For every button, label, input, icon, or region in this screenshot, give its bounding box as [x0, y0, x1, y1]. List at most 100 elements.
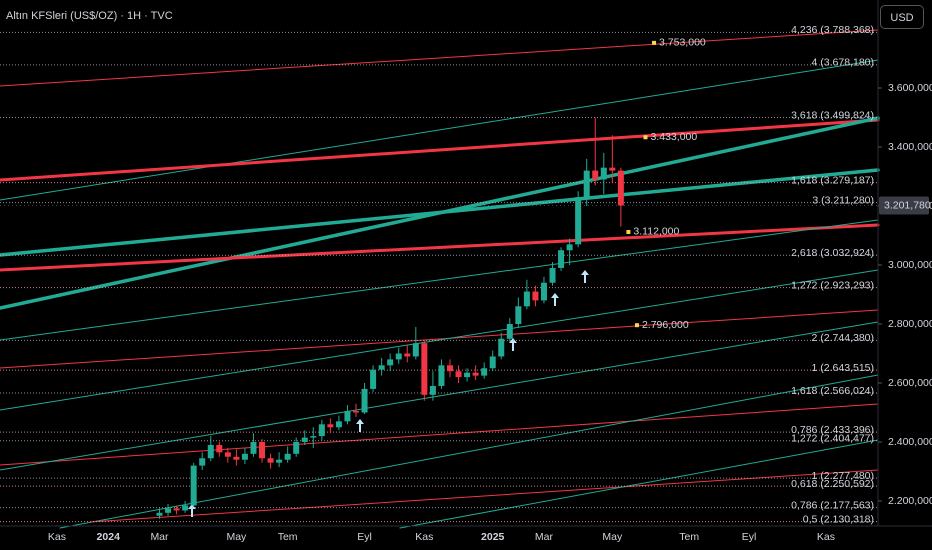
candle-body	[489, 356, 496, 369]
fib-level-label: 1,272 (2.923,293)	[791, 279, 874, 291]
candle-body	[609, 167, 616, 171]
candle-body	[344, 411, 351, 422]
price-mark	[643, 135, 648, 140]
candle-body	[335, 421, 342, 428]
last-price-label: 3.201,780	[884, 199, 931, 211]
candle-body	[259, 442, 266, 459]
candle-body	[515, 306, 522, 325]
price-mark-label: 3.112,000	[633, 226, 679, 238]
y-tick-label: 3.400,000	[888, 141, 932, 153]
candle-body	[224, 452, 231, 457]
candle-body	[446, 365, 453, 372]
fib-level-label: 0,5 (2.130,318)	[803, 513, 874, 525]
trend-line	[0, 309, 879, 369]
trend-line	[0, 321, 879, 471]
y-tick-label: 3.600,000	[888, 82, 932, 94]
y-tick-label: 2.600,000	[888, 377, 932, 389]
fib-level-label: 4,236 (3.788,368)	[791, 24, 874, 36]
fib-level-label: 3 (3.211,280)	[812, 194, 874, 206]
x-tick-label: Kas	[415, 531, 433, 543]
candle-body	[421, 343, 428, 395]
candle-body	[173, 508, 180, 511]
candle-body	[318, 424, 325, 437]
fib-level-label: 1,618 (2.566,024)	[791, 385, 874, 397]
x-tick-label: Kas	[817, 531, 835, 543]
fib-level-label: 1,618 (3.279,187)	[791, 174, 874, 186]
candle-body	[455, 371, 462, 378]
candle-body	[301, 437, 308, 443]
trend-line	[0, 403, 879, 466]
price-mark	[634, 323, 639, 328]
x-tick-label: 2024	[97, 531, 121, 543]
x-tick-label: Eyl	[357, 531, 372, 543]
candle-body	[498, 338, 505, 357]
trend-line	[0, 223, 880, 272]
trend-line	[0, 219, 879, 341]
candle-body	[481, 368, 488, 376]
candle-body	[207, 444, 214, 459]
fib-level-label: 1 (2.277,480)	[812, 470, 874, 482]
fib-level-label: 1,272 (2.404,477)	[791, 432, 874, 444]
x-tick-label: Mar	[535, 531, 554, 543]
y-tick-label: 2.400,000	[888, 436, 932, 448]
candle-body	[583, 170, 590, 198]
fib-level-label: 0,786 (2.433,396)	[791, 424, 874, 436]
x-tick-label: May	[602, 531, 623, 543]
candle-body	[233, 456, 240, 460]
candle-body	[617, 170, 624, 206]
candle-body	[549, 267, 556, 283]
x-tick-label: Kas	[48, 531, 66, 543]
candle-body	[310, 436, 317, 438]
candle-body	[395, 353, 402, 360]
candle-body	[216, 444, 223, 453]
trend-line	[0, 116, 880, 310]
price-mark-label: 2.796,000	[642, 319, 689, 331]
candle-body	[575, 197, 582, 245]
candle-body	[293, 442, 300, 454]
candle-body	[523, 291, 530, 307]
fib-level-label: 0,618 (2.250,592)	[791, 478, 874, 490]
candle-body	[412, 343, 419, 357]
y-tick-label: 3.000,000	[888, 259, 932, 271]
fib-level-label: 0,786 (2.177,563)	[791, 499, 874, 511]
candle-body	[540, 282, 547, 301]
candle-body	[190, 465, 197, 506]
candle-body	[361, 388, 368, 413]
candle-body	[284, 453, 291, 460]
candle-body	[276, 459, 283, 463]
candle-body	[592, 170, 599, 180]
candle-body	[506, 324, 513, 339]
price-mark-label: 3.753,000	[659, 37, 706, 49]
candle-body	[370, 369, 377, 389]
x-tick-label: Tem	[679, 531, 699, 543]
fib-level-label: 2 (2.744,380)	[812, 332, 874, 344]
currency-button[interactable]: USD	[880, 5, 924, 29]
x-tick-label: Eyl	[742, 531, 757, 543]
up-arrow	[581, 270, 589, 283]
trend-line	[0, 118, 880, 182]
x-tick-label: Mar	[150, 531, 169, 543]
candle-body	[464, 372, 471, 378]
candle-body	[387, 359, 394, 366]
trend-line	[89, 469, 879, 523]
price-mark-label: 3.433,000	[651, 131, 698, 143]
chart-title: Altın KFSleri (US$/OZ) · 1H · TVC	[6, 10, 173, 22]
up-arrow	[509, 338, 517, 351]
candle-body	[165, 508, 172, 513]
x-tick-label: Tem	[278, 531, 298, 543]
candle-body	[558, 250, 565, 268]
candle-body	[327, 424, 334, 428]
up-arrow	[356, 419, 364, 432]
x-tick-label: May	[226, 531, 247, 543]
fib-level-label: 2,618 (3.032,924)	[791, 247, 874, 259]
fib-level-label: 3,618 (3.499,824)	[791, 109, 874, 121]
candle-body	[566, 244, 573, 251]
trend-line	[0, 59, 879, 201]
last-price-tag	[879, 196, 929, 215]
candle-body	[250, 442, 257, 454]
y-tick-label: 2.200,000	[888, 495, 932, 507]
candle-body	[156, 512, 163, 516]
